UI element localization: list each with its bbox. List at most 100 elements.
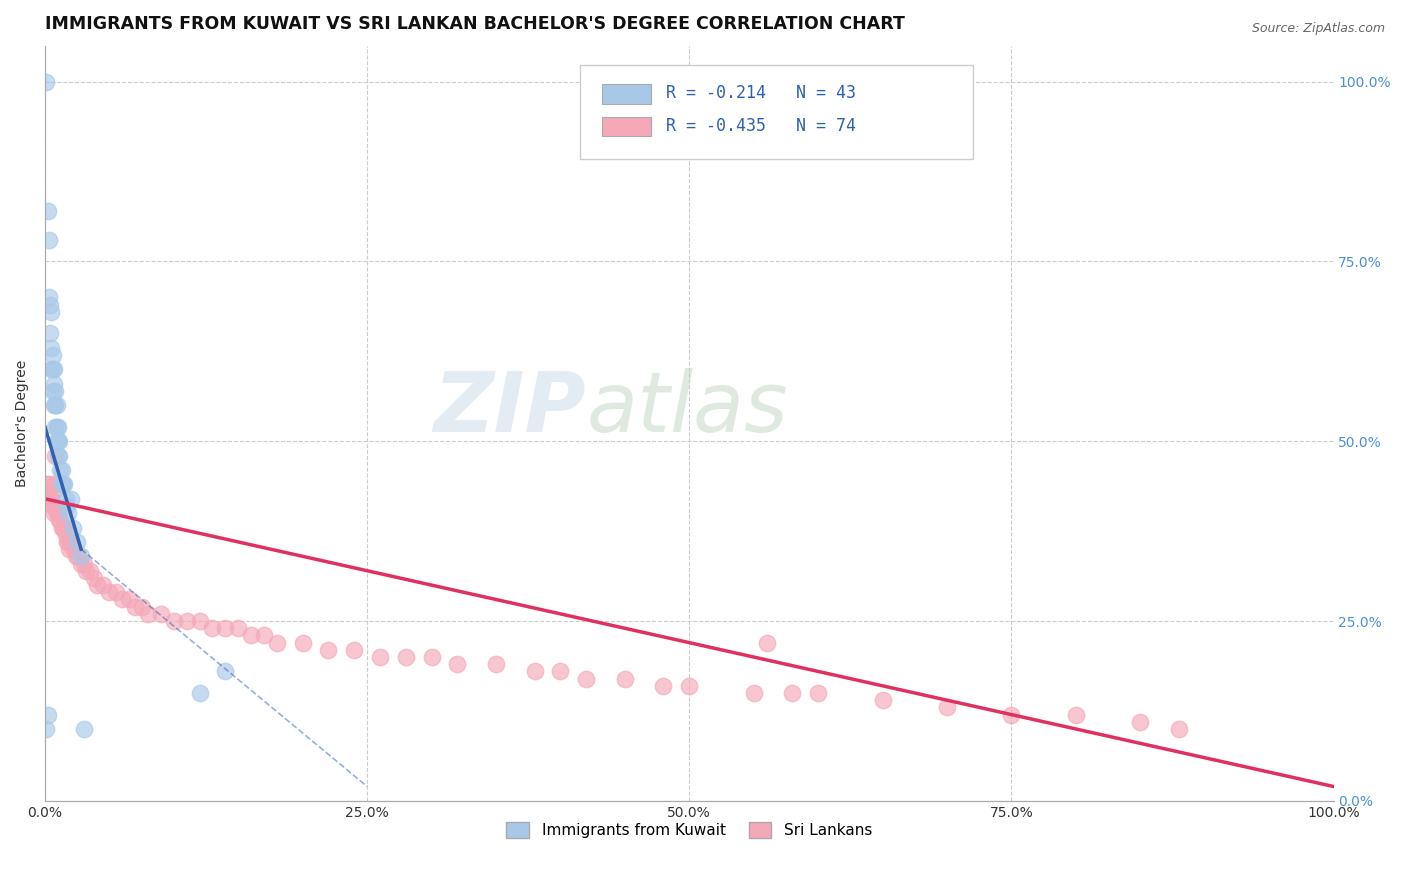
Point [226, 621, 249, 635]
Point [35, 722, 58, 736]
Point [98, 585, 121, 599]
Point [149, 607, 172, 621]
Point [35, 477, 58, 491]
Text: atlas: atlas [586, 368, 787, 449]
Point [1064, 707, 1087, 722]
Point [41, 362, 63, 376]
Point [343, 643, 366, 657]
Point [72, 722, 94, 736]
Point [111, 592, 134, 607]
Point [86, 578, 108, 592]
Point [420, 650, 443, 665]
Point [485, 657, 508, 672]
Point [41, 491, 63, 506]
Point [575, 672, 598, 686]
Point [91, 578, 114, 592]
Point [52, 520, 75, 534]
Point [188, 686, 211, 700]
Point [266, 635, 288, 649]
Point [56, 499, 79, 513]
Y-axis label: Bachelor's Degree: Bachelor's Degree [15, 359, 30, 487]
Point [51, 477, 73, 491]
Point [872, 693, 894, 707]
Text: Source: ZipAtlas.com: Source: ZipAtlas.com [1251, 22, 1385, 36]
Point [42, 398, 65, 412]
FancyBboxPatch shape [602, 84, 651, 103]
Point [176, 614, 198, 628]
Point [55, 491, 77, 506]
Point [240, 628, 263, 642]
Point [45, 420, 67, 434]
Point [66, 535, 89, 549]
Point [79, 564, 101, 578]
Point [742, 686, 765, 700]
Point [678, 679, 700, 693]
Point [42, 362, 65, 376]
Point [41, 348, 63, 362]
Point [67, 549, 90, 564]
Point [318, 643, 340, 657]
Point [44, 420, 66, 434]
Point [214, 665, 236, 679]
Point [56, 535, 79, 549]
FancyBboxPatch shape [579, 64, 973, 159]
Point [41, 305, 63, 319]
Point [55, 528, 77, 542]
Point [39, 326, 62, 341]
Point [45, 506, 67, 520]
Text: R = -0.214   N = 43: R = -0.214 N = 43 [666, 84, 856, 103]
Point [41, 362, 63, 376]
Text: ZIP: ZIP [433, 368, 586, 449]
Point [214, 621, 236, 635]
Point [42, 376, 65, 391]
Point [46, 449, 69, 463]
Point [70, 549, 93, 564]
Point [136, 607, 159, 621]
Point [83, 571, 105, 585]
Point [56, 535, 79, 549]
Point [44, 384, 66, 398]
Point [104, 585, 127, 599]
Point [41, 499, 63, 513]
Point [70, 557, 93, 571]
Point [62, 542, 84, 557]
Point [523, 665, 546, 679]
Point [39, 297, 62, 311]
Point [39, 491, 62, 506]
FancyBboxPatch shape [602, 117, 651, 136]
Point [446, 657, 468, 672]
Point [755, 635, 778, 649]
Point [395, 650, 418, 665]
Point [44, 499, 66, 513]
Text: R = -0.435   N = 74: R = -0.435 N = 74 [666, 117, 856, 135]
Point [53, 520, 76, 534]
Point [38, 233, 60, 247]
Point [936, 700, 959, 714]
Point [53, 477, 76, 491]
Legend: Immigrants from Kuwait, Sri Lankans: Immigrants from Kuwait, Sri Lankans [499, 815, 880, 847]
Point [59, 535, 82, 549]
Point [58, 542, 80, 557]
Point [38, 290, 60, 304]
Point [37, 484, 59, 499]
Point [49, 513, 72, 527]
Point [782, 686, 804, 700]
Point [46, 434, 69, 449]
Point [1129, 714, 1152, 729]
Point [807, 686, 830, 700]
Point [49, 463, 72, 477]
Point [41, 384, 63, 398]
Point [291, 635, 314, 649]
Point [201, 621, 224, 635]
Point [44, 398, 66, 412]
Point [124, 599, 146, 614]
Point [51, 463, 73, 477]
Point [38, 477, 60, 491]
Point [75, 564, 97, 578]
Point [48, 434, 70, 449]
Point [131, 599, 153, 614]
Point [652, 679, 675, 693]
Point [368, 650, 391, 665]
Point [42, 506, 65, 520]
Point [52, 477, 75, 491]
